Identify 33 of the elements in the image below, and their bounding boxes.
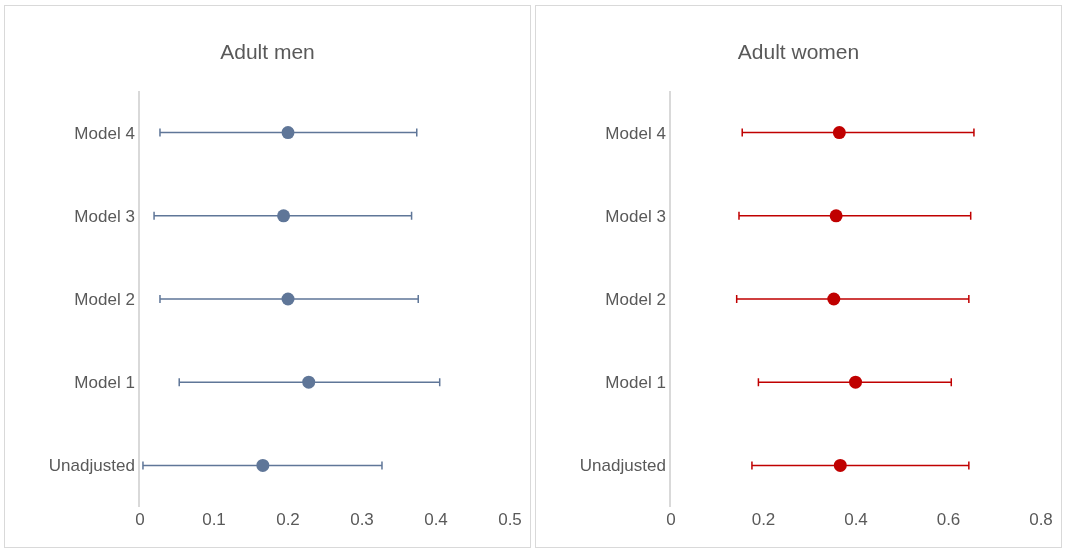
chart-title: Adult men bbox=[220, 39, 315, 63]
x-tick-label: 0.4 bbox=[424, 510, 448, 529]
chart-title: Adult women bbox=[737, 39, 860, 63]
x-tick-label: 0.2 bbox=[276, 510, 300, 529]
point bbox=[256, 458, 270, 472]
point bbox=[832, 126, 846, 140]
x-tick-label: 0.6 bbox=[936, 510, 961, 529]
x-tick-label: 0.3 bbox=[350, 510, 374, 529]
y-tick-label: Model 3 bbox=[605, 206, 666, 226]
x-tick-label: 0.4 bbox=[844, 510, 868, 529]
y-tick-label: Model 2 bbox=[605, 289, 666, 309]
point bbox=[849, 375, 863, 389]
y-tick-label: Model 4 bbox=[605, 123, 666, 143]
point bbox=[281, 292, 295, 306]
point bbox=[277, 209, 291, 223]
point bbox=[302, 375, 316, 389]
point bbox=[833, 458, 847, 472]
y-tick-label: Model 2 bbox=[74, 289, 135, 309]
y-tick-label: Model 3 bbox=[74, 206, 135, 226]
point bbox=[827, 292, 841, 306]
x-tick-label: 0 bbox=[666, 510, 676, 529]
x-tick-label: 0 bbox=[135, 510, 145, 529]
x-tick-label: 0.5 bbox=[498, 510, 522, 529]
point bbox=[829, 209, 843, 223]
y-tick-label: Unadjusted bbox=[579, 456, 666, 476]
y-tick-label: Model 4 bbox=[74, 123, 135, 143]
y-tick-label: Unadjusted bbox=[48, 456, 135, 476]
y-tick-label: Model 1 bbox=[605, 373, 666, 393]
x-tick-label: 0.2 bbox=[751, 510, 776, 529]
point bbox=[281, 126, 295, 140]
y-tick-label: Model 1 bbox=[74, 373, 135, 393]
x-tick-label: 0.1 bbox=[202, 510, 226, 529]
x-tick-label: 0.8 bbox=[1029, 510, 1053, 529]
